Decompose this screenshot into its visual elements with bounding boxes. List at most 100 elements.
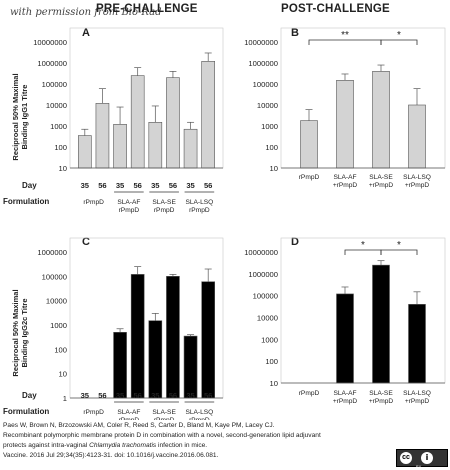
formulation-label: SLA-AF bbox=[333, 390, 356, 397]
day-label: 56 bbox=[133, 181, 141, 190]
formulation-row-label: Formulation bbox=[3, 407, 49, 416]
y-tick-label: 10 bbox=[270, 164, 278, 173]
cc-icon: cc bbox=[400, 452, 412, 464]
bar-b bbox=[336, 80, 354, 169]
y-tick-label: 1000 bbox=[261, 122, 278, 131]
citation-title-part: protects against intra-vaginal bbox=[3, 442, 90, 449]
day-label: 56 bbox=[98, 181, 106, 190]
y-axis-label: Binding IgG2c Titre bbox=[20, 298, 29, 367]
formulation-label: SLA-SE bbox=[152, 199, 176, 206]
citation-title-cont: protects against intra-vaginal Chlamydia… bbox=[3, 441, 398, 451]
y-tick-label: 1000000 bbox=[248, 59, 278, 68]
day-label: 56 bbox=[133, 391, 141, 400]
day-label: 35 bbox=[186, 181, 195, 190]
bar-c bbox=[201, 281, 215, 399]
formulation-label: rPmpD bbox=[299, 174, 320, 181]
y-tick-label: 100000 bbox=[253, 292, 278, 301]
cc-license-badge[interactable]: cc i BY bbox=[396, 449, 448, 469]
y-tick-label: 10000000 bbox=[244, 38, 278, 47]
bar-c bbox=[130, 274, 145, 399]
citation-title: Recombinant polymorphic membrane protein… bbox=[3, 432, 321, 439]
y-tick-label: 100000 bbox=[42, 272, 67, 281]
y-tick-label: 10000 bbox=[257, 314, 278, 323]
y-axis-label: Reciprocal 50% Maximal bbox=[11, 73, 20, 160]
y-axis-label: Binding IgG1 Titre bbox=[20, 85, 29, 150]
bar-a bbox=[166, 77, 180, 169]
formulation-label: SLA-SE bbox=[369, 390, 393, 397]
y-tick-label: 10000 bbox=[257, 101, 278, 110]
formulation-label: rPmpD bbox=[83, 199, 104, 206]
y-tick-label: 10 bbox=[270, 379, 278, 388]
formulation-label: rPmpD bbox=[154, 417, 175, 420]
bar-a bbox=[148, 122, 163, 169]
bar-a bbox=[113, 124, 127, 169]
bar-d bbox=[408, 304, 426, 384]
formulation-label: +rPmpD bbox=[405, 182, 430, 189]
formulation-label: SLA-LSQ bbox=[403, 390, 431, 397]
bar-d bbox=[336, 293, 354, 384]
panel-frame-a bbox=[69, 27, 224, 169]
bar-c bbox=[166, 276, 180, 399]
bar-a bbox=[78, 135, 92, 169]
day-label: 56 bbox=[169, 181, 177, 190]
formulation-label: SLA-AF bbox=[333, 174, 356, 181]
day-label: 35 bbox=[81, 181, 90, 190]
formulation-label: SLA-LSQ bbox=[403, 174, 431, 181]
y-tick-label: 10000 bbox=[46, 297, 67, 306]
y-tick-label: 1000 bbox=[50, 321, 67, 330]
day-label: 35 bbox=[151, 181, 160, 190]
significance-bracket-b bbox=[380, 39, 418, 45]
y-tick-label: 100000 bbox=[42, 80, 67, 89]
formulation-label: +rPmpD bbox=[369, 398, 394, 405]
formulation-label: +rPmpD bbox=[333, 398, 358, 405]
day-label: 35 bbox=[116, 391, 125, 400]
pre-challenge-header: PRE-CHALLENGE bbox=[96, 3, 198, 15]
bar-a bbox=[130, 75, 145, 169]
significance-marker-d: * bbox=[397, 240, 401, 251]
y-tick-label: 1000 bbox=[261, 335, 278, 344]
figure-canvas: A 10 100 1000 10000 100000 1000000 10000000 Reci… bbox=[3, 27, 446, 420]
formulation-label: rPmpD bbox=[189, 417, 210, 420]
formulation-label: +rPmpD bbox=[333, 182, 358, 189]
day-label: 35 bbox=[151, 391, 160, 400]
post-challenge-header: POST-CHALLENGE bbox=[281, 3, 390, 15]
day-row-label: Day bbox=[22, 391, 37, 400]
attribution-icon: i bbox=[421, 452, 433, 464]
bar-c bbox=[183, 335, 198, 399]
bar-c bbox=[148, 320, 163, 399]
watermark-text: with permission from Bio-Rad bbox=[10, 7, 162, 18]
formulation-label: SLA-SE bbox=[152, 409, 176, 416]
citation-organism: Chlamydia trachomatis bbox=[89, 442, 157, 449]
panel-frame-c bbox=[69, 237, 224, 399]
y-tick-label: 1000000 bbox=[37, 248, 67, 257]
y-tick-label: 100 bbox=[265, 357, 278, 366]
formulation-label: rPmpD bbox=[119, 417, 140, 420]
bar-a bbox=[201, 61, 215, 169]
y-tick-label: 100 bbox=[54, 143, 67, 152]
y-tick-label: 10000 bbox=[46, 101, 67, 110]
bar-a bbox=[183, 128, 198, 169]
y-tick-label: 10000000 bbox=[244, 248, 278, 257]
license-caption: BY bbox=[416, 464, 422, 469]
formulation-label: rPmpD bbox=[83, 409, 104, 416]
y-tick-label: 10 bbox=[59, 370, 67, 379]
y-tick-label: 10000000 bbox=[33, 38, 67, 47]
formulation-label: +rPmpD bbox=[405, 398, 430, 405]
day-label: 35 bbox=[81, 391, 90, 400]
citation-authors: Paes W, Brown N, Brzozowski AM, Coler R,… bbox=[3, 422, 275, 429]
bar-b bbox=[408, 104, 426, 169]
significance-marker-d: * bbox=[361, 240, 365, 251]
formulation-row-label: Formulation bbox=[3, 197, 49, 206]
formulation-label: rPmpD bbox=[299, 390, 320, 397]
formulation-label: SLA-AF bbox=[117, 199, 140, 206]
panel-letter-a: A bbox=[82, 27, 90, 39]
y-tick-label: 1000 bbox=[50, 122, 67, 131]
formulation-label: rPmpD bbox=[154, 207, 175, 214]
y-tick-label: 100000 bbox=[253, 80, 278, 89]
y-tick-label: 1 bbox=[63, 394, 67, 403]
formulation-label: rPmpD bbox=[119, 207, 140, 214]
significance-bracket-d bbox=[380, 249, 418, 255]
formulation-label: +rPmpD bbox=[369, 182, 394, 189]
day-label: 56 bbox=[204, 181, 212, 190]
y-tick-label: 100 bbox=[54, 345, 67, 354]
